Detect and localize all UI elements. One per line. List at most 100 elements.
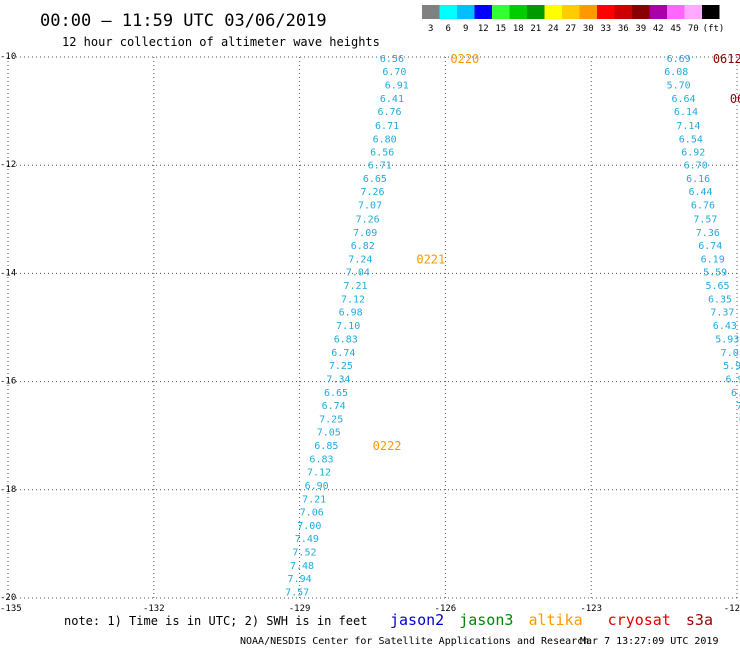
pass-time-labels: 0220 0221 0222 0612 0611: [373, 52, 740, 453]
wave-height-value: 7.07: [358, 201, 382, 212]
x-tick-label: -123: [580, 604, 602, 614]
legend-swatch: [579, 5, 597, 19]
wave-height-value: 6.19: [701, 254, 725, 265]
wave-height-value: 7.36: [696, 228, 720, 239]
wave-height-value: 7.10: [336, 321, 360, 332]
wave-height-value: 7.05: [317, 427, 341, 438]
wave-height-value: 6.71: [368, 161, 392, 172]
y-tick-label: -16: [0, 377, 16, 387]
wave-height-value: 6.14: [674, 107, 698, 118]
wave-height-value: 6.56: [380, 54, 404, 65]
x-tick-label: -135: [0, 604, 22, 614]
legend-label: 30: [583, 24, 594, 34]
wave-height-value: 7.26: [356, 214, 380, 225]
satellite-s3a: s3a: [686, 611, 713, 629]
wave-height-value: 6.70: [684, 161, 708, 172]
legend-label: 3: [428, 24, 433, 34]
chart-title: 00:00 – 11:59 UTC 03/06/2019: [40, 11, 327, 31]
legend-unit: (ft): [703, 24, 725, 34]
wave-height-value: 6.41: [380, 94, 404, 105]
wave-height-value: 6.80: [373, 135, 397, 146]
wave-height-value: 6.56: [370, 148, 394, 159]
legend-swatch: [667, 5, 685, 19]
wave-height-value: 7.94: [288, 574, 312, 585]
legend-label: 39: [635, 24, 646, 34]
wave-height-value: 7.24: [348, 254, 372, 265]
legend-label: 45: [670, 24, 681, 34]
legend-label: 18: [513, 24, 524, 34]
wave-height-value: 6: [739, 414, 740, 425]
wave-height-value: 7.57: [285, 588, 309, 599]
footer-timestamp: Mar 7 13:27:09 UTC 2019: [580, 636, 718, 647]
wave-height-value: 7: [736, 401, 740, 412]
legend-swatch: [562, 5, 580, 19]
wave-height-value: 7.0: [721, 348, 739, 359]
legend-swatch: [439, 5, 457, 19]
wave-height-value: 7.14: [676, 121, 700, 132]
wave-height-value: 7.26: [360, 187, 384, 198]
pass-time-label: 0612: [713, 52, 740, 66]
legend-label: 6: [446, 24, 451, 34]
satellite-jason2: jason2: [390, 611, 444, 629]
legend-swatch: [597, 5, 615, 19]
legend-label: 15: [495, 24, 506, 34]
x-axis-ticks: -135 -132 -129 -126 -123 -12: [0, 604, 740, 614]
wave-height-value: 6.70: [382, 67, 406, 78]
wave-height-value: 6.71: [375, 121, 399, 132]
pass-time-label: 0220: [450, 52, 479, 66]
legend-swatch: [527, 5, 545, 19]
legend-swatch: [544, 5, 562, 19]
legend-swatch: [474, 5, 492, 19]
wave-height-value: 6.83: [334, 334, 358, 345]
wave-height-value: 6.90: [305, 481, 329, 492]
wave-height-value: 6.82: [351, 241, 375, 252]
wave-height-value: 5.9: [723, 361, 740, 372]
y-tick-label: -20: [0, 593, 16, 603]
legend-swatch: [614, 5, 632, 19]
legend-label: 12: [478, 24, 489, 34]
chart-subtitle: 12 hour collection of altimeter wave hei…: [62, 35, 380, 49]
satellite-cryosat: cryosat: [608, 611, 671, 629]
wave-height-value: 5.93: [715, 334, 739, 345]
wave-height-value: 6.16: [686, 174, 710, 185]
legend-label: 42: [653, 24, 664, 34]
wave-height-value: 7.25: [319, 414, 343, 425]
wave-height-value: 6.76: [377, 107, 401, 118]
legend-swatch: [632, 5, 650, 19]
wave-height-value: 5.65: [706, 281, 730, 292]
wave-height-value: 6.65: [324, 388, 348, 399]
wave-height-value: 6.9: [726, 374, 740, 385]
legend-swatch: [702, 5, 720, 19]
y-axis-ticks: -10 -12 -14 -16 -18 -20: [0, 52, 16, 603]
legend-swatch: [457, 5, 475, 19]
wave-height-value: 6.83: [309, 454, 333, 465]
wave-height-value: 6.91: [385, 81, 409, 92]
wave-height-value: 7.21: [343, 281, 367, 292]
wave-height-value: 7.25: [329, 361, 353, 372]
wave-height-value: 5.70: [667, 81, 691, 92]
color-legend: 3 6 9 12 15 18 21 24 27 30 33 36 39 42 45 70 (ft): [422, 5, 724, 34]
wave-height-value: 7.48: [290, 561, 314, 572]
pass-time-label: 0222: [373, 439, 402, 453]
y-tick-label: -12: [0, 160, 16, 170]
wave-height-value: 7.00: [297, 521, 321, 532]
grid-lines: [7, 56, 738, 599]
wave-height-value: 6.85: [314, 441, 338, 452]
units-note: note: 1) Time is in UTC; 2) SWH is in fe…: [64, 614, 367, 628]
wave-height-points: 6.56 6.70 6.91 6.41 6.76 6.71 6.80 6.56 6.71 6.65…: [285, 54, 740, 598]
wave-height-value: 7.34: [326, 374, 350, 385]
satellite-legend: jason2 jason3 altika cryosat s3a: [390, 611, 713, 629]
wave-height-value: 6.92: [681, 148, 705, 159]
pass-time-label: 0611: [730, 92, 740, 106]
legend-swatch: [492, 5, 510, 19]
wave-height-value: 6.76: [691, 201, 715, 212]
x-tick-label: -129: [289, 604, 311, 614]
wave-height-value: 7.12: [341, 294, 365, 305]
wave-height-value: 7.57: [693, 214, 717, 225]
pass-time-label: 0221: [416, 252, 445, 266]
wave-height-value: 6.35: [708, 294, 732, 305]
wave-height-value: 7.12: [307, 467, 331, 478]
legend-label: 36: [618, 24, 629, 34]
legend-label: 9: [463, 24, 468, 34]
